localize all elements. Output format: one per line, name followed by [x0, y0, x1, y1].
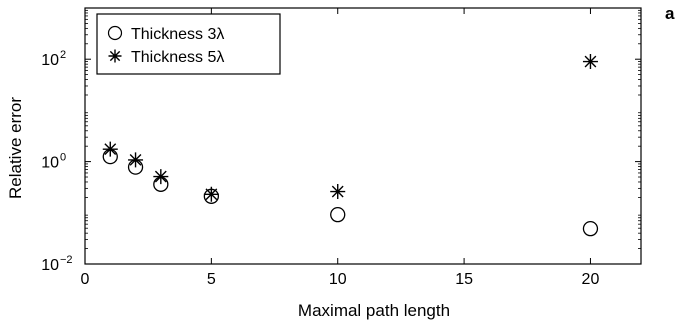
asterisk-stroke: [330, 184, 346, 200]
legend-marker-circle: [107, 25, 123, 41]
legend-label-series-1: Thickness 3λ: [131, 26, 224, 43]
x-tick-label: 5: [207, 271, 216, 288]
asterisk-stroke: [108, 49, 122, 63]
plot-area: [84, 7, 642, 265]
data-marks: [102, 54, 599, 237]
data-point-asterisk: [128, 152, 144, 168]
legend-label-series-2: Thickness 5λ: [131, 49, 224, 66]
legend-box: [96, 13, 281, 75]
asterisk-stroke: [102, 141, 118, 157]
legend-asterisk-glyph: [108, 49, 122, 63]
y-tick-label-exponent: 2: [60, 49, 66, 61]
data-point-asterisk: [153, 169, 169, 185]
y-axis-label: Relative error: [6, 97, 25, 199]
y-tick-label-exponent: 0: [60, 152, 66, 164]
data-point-asterisk: [330, 184, 346, 200]
asterisk-stroke: [153, 169, 169, 185]
x-tick-label: 0: [81, 271, 90, 288]
data-point-asterisk: [102, 141, 118, 157]
data-point-asterisk: [203, 186, 219, 202]
plot-frame: [84, 7, 642, 265]
data-point-asterisk: [582, 54, 598, 70]
asterisk-stroke: [582, 54, 598, 70]
y-tick-label: 10: [41, 155, 59, 172]
panel-label: a: [665, 4, 675, 23]
y-tick-label-exponent: −2: [60, 254, 73, 266]
legend: Thickness 3λ Thickness 5λ: [96, 13, 281, 75]
x-tick-label: 15: [455, 271, 473, 288]
data-point-circle: [582, 221, 599, 237]
legend-marker-asterisk: [108, 49, 122, 63]
x-tick-label: 10: [329, 271, 347, 288]
asterisk-stroke: [203, 186, 219, 202]
y-tick-label: 10: [41, 257, 59, 274]
y-tick-label: 10: [41, 52, 59, 69]
x-axis-label: Maximal path length: [298, 301, 450, 320]
asterisk-stroke: [128, 152, 144, 168]
x-tick-label: 20: [582, 271, 600, 288]
data-point-circle: [330, 207, 346, 223]
